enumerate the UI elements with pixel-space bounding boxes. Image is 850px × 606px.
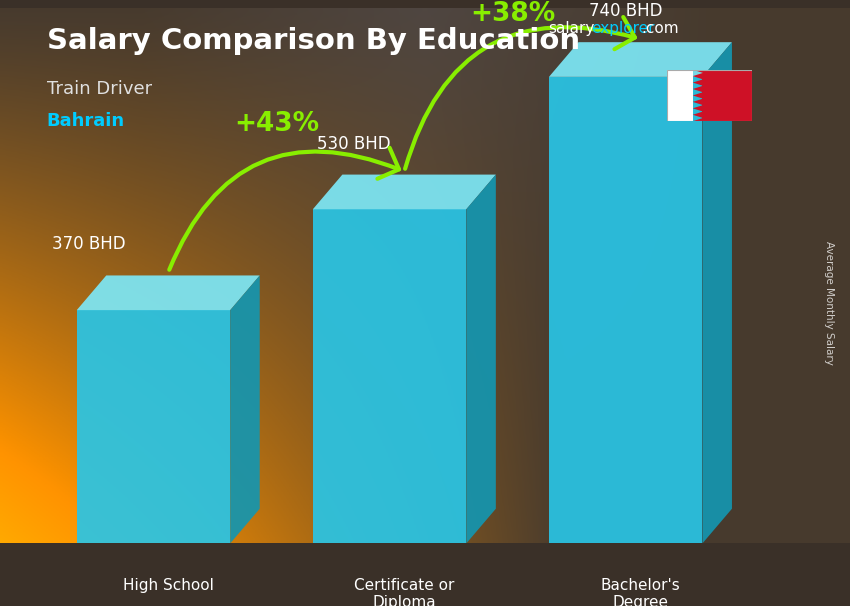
Polygon shape [76,310,230,544]
Polygon shape [76,276,260,310]
Polygon shape [313,209,467,544]
Text: salary: salary [548,21,595,36]
Text: Salary Comparison By Education: Salary Comparison By Education [47,27,580,55]
Text: explorer: explorer [592,21,655,36]
Text: High School: High School [122,578,213,593]
Polygon shape [549,77,702,544]
FancyArrowPatch shape [169,148,399,270]
Text: 370 BHD: 370 BHD [52,235,125,253]
Text: +43%: +43% [235,111,320,137]
Text: Bahrain: Bahrain [47,112,125,130]
Text: Train Driver: Train Driver [47,80,152,98]
Text: +38%: +38% [470,1,556,27]
Polygon shape [549,42,732,77]
Polygon shape [702,42,732,544]
Polygon shape [693,70,752,121]
Polygon shape [467,175,496,544]
Text: Bachelor's
Degree: Bachelor's Degree [601,578,680,606]
Text: Average Monthly Salary: Average Monthly Salary [824,241,834,365]
Text: Certificate or
Diploma: Certificate or Diploma [354,578,455,606]
Polygon shape [667,70,693,121]
FancyArrowPatch shape [405,17,635,168]
Text: .com: .com [642,21,679,36]
Text: 530 BHD: 530 BHD [317,135,391,153]
Polygon shape [313,175,496,209]
Text: 740 BHD: 740 BHD [589,2,662,20]
Polygon shape [230,276,260,544]
